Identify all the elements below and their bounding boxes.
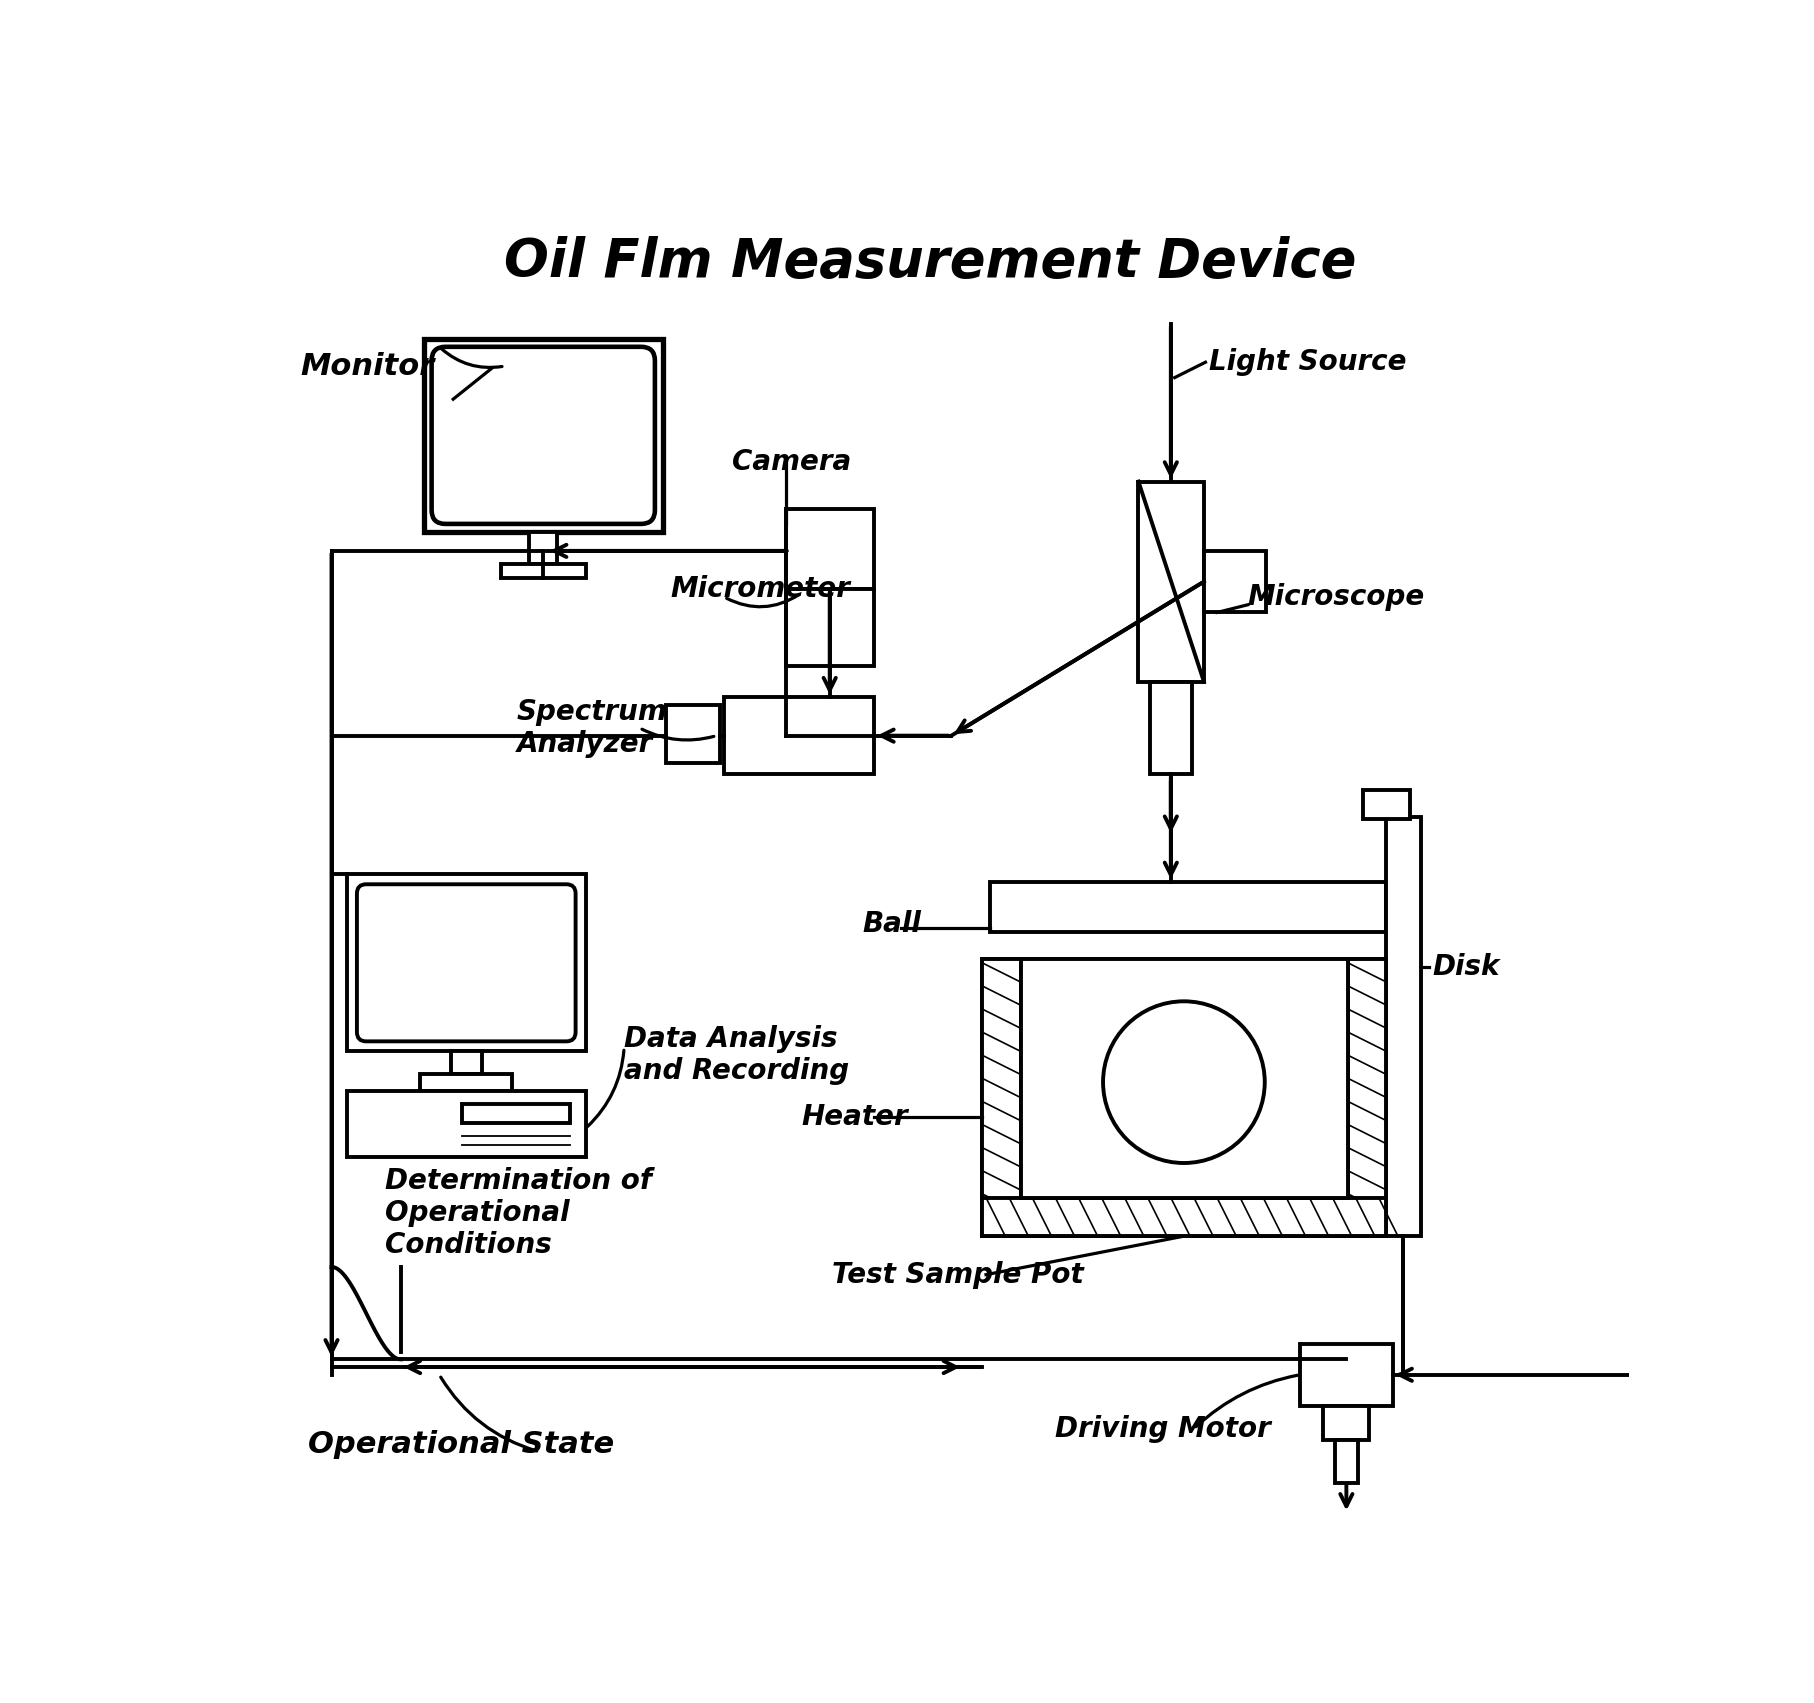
FancyArrowPatch shape bbox=[588, 1051, 624, 1126]
Bar bbox=[346, 874, 586, 1051]
Bar bbox=[1203, 550, 1264, 613]
Bar bbox=[530, 531, 557, 564]
Bar bbox=[424, 339, 662, 531]
Bar bbox=[724, 697, 874, 775]
FancyArrowPatch shape bbox=[726, 594, 798, 606]
Bar bbox=[1348, 959, 1386, 1236]
Bar bbox=[785, 509, 874, 589]
Bar bbox=[1362, 790, 1409, 819]
Text: Determination of
Operational
Conditions: Determination of Operational Conditions bbox=[385, 1167, 651, 1260]
Bar bbox=[501, 564, 586, 577]
Bar bbox=[419, 1075, 512, 1092]
Text: Oil Flm Measurement Device: Oil Flm Measurement Device bbox=[502, 237, 1355, 288]
Text: Test Sample Pot: Test Sample Pot bbox=[831, 1260, 1083, 1289]
Bar bbox=[666, 705, 720, 763]
Bar bbox=[346, 1092, 586, 1156]
FancyBboxPatch shape bbox=[357, 884, 575, 1041]
Bar bbox=[981, 1197, 1386, 1236]
Text: Monitor: Monitor bbox=[301, 351, 435, 380]
FancyArrowPatch shape bbox=[441, 1378, 537, 1451]
FancyBboxPatch shape bbox=[432, 347, 655, 525]
Text: Heater: Heater bbox=[800, 1104, 907, 1131]
Bar bbox=[1386, 816, 1420, 1236]
Bar bbox=[1150, 681, 1192, 775]
Text: Micrometer: Micrometer bbox=[669, 576, 849, 603]
Bar bbox=[981, 959, 1386, 1236]
Text: Light Source: Light Source bbox=[1208, 347, 1406, 376]
Bar bbox=[785, 589, 874, 666]
Bar bbox=[1322, 1405, 1370, 1441]
Bar bbox=[1333, 1441, 1357, 1483]
Text: Ball: Ball bbox=[862, 911, 922, 938]
Bar bbox=[450, 1051, 481, 1075]
FancyArrowPatch shape bbox=[1195, 1376, 1297, 1427]
Text: Operational State: Operational State bbox=[308, 1429, 615, 1458]
Bar bbox=[1019, 959, 1348, 1197]
Bar bbox=[463, 1104, 570, 1122]
FancyArrowPatch shape bbox=[441, 349, 502, 368]
Text: Microscope: Microscope bbox=[1248, 582, 1424, 611]
Bar bbox=[981, 959, 1019, 1236]
FancyArrowPatch shape bbox=[642, 729, 713, 741]
Text: Spectrum
Analyzer: Spectrum Analyzer bbox=[515, 698, 668, 758]
Bar bbox=[1137, 482, 1203, 681]
Bar bbox=[1299, 1344, 1391, 1405]
Text: Camera: Camera bbox=[731, 448, 851, 477]
Bar bbox=[989, 882, 1386, 932]
Text: Disk: Disk bbox=[1431, 952, 1500, 981]
Text: Data Analysis
and Recording: Data Analysis and Recording bbox=[624, 1025, 849, 1085]
Text: Driving Motor: Driving Motor bbox=[1054, 1415, 1270, 1442]
